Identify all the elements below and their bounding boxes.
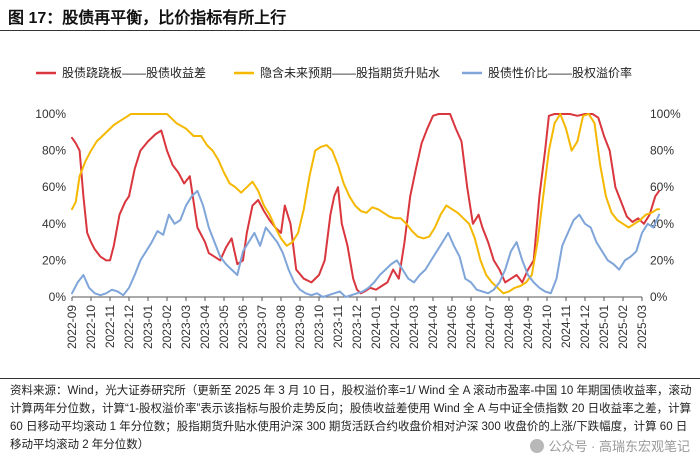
y-tick-label-left: 0% <box>49 290 67 304</box>
x-tick-label: 2023-06 <box>236 305 250 349</box>
x-tick-label: 2024-01 <box>369 305 383 349</box>
x-tick-label: 2022-11 <box>103 305 117 348</box>
y-tick-label-right: 60% <box>650 180 674 194</box>
source-divider <box>0 378 700 379</box>
x-tick-label: 2025-03 <box>635 305 649 349</box>
y-tick-label-left: 20% <box>42 253 66 267</box>
chart-legend: 股债跷跷板——股债收益差 隐含未来预期——股指期货升贴水 股债性价比——股权溢价率 <box>36 65 632 80</box>
y-tick-label-right: 80% <box>650 144 674 158</box>
x-tick-label: 2023-09 <box>293 305 307 349</box>
y-tick-label-right: 40% <box>650 217 674 231</box>
x-tick-label: 2023-05 <box>217 305 231 349</box>
chart-series <box>71 113 661 298</box>
y-tick-label-right: 0% <box>650 290 668 304</box>
x-tick-label: 2023-03 <box>179 305 193 349</box>
chart-axes: 0% 0% 20% 20% 40% 40% 60% 60% 80% 80% 100% 100% 2022… <box>35 107 681 349</box>
x-tick-label: 2024-08 <box>502 305 516 349</box>
x-tick-label: 2023-08 <box>274 305 288 349</box>
title-divider <box>0 30 700 31</box>
y-tick-label-left: 40% <box>42 217 66 231</box>
x-tick-label: 2023-07 <box>255 305 269 349</box>
series-line-2 <box>71 113 661 295</box>
x-tick-label: 2024-06 <box>464 305 478 349</box>
wechat-icon <box>530 438 545 453</box>
x-tick-label: 2022-09 <box>65 305 79 349</box>
y-tick-label-left: 80% <box>42 144 66 158</box>
series-line-1 <box>71 113 661 295</box>
x-tick-label: 2023-10 <box>312 305 326 349</box>
x-tick-label: 2024-10 <box>540 305 554 349</box>
y-tick-label-right: 100% <box>650 107 681 121</box>
line-chart: 股债跷跷板——股债收益差 隐含未来预期——股指期货升贴水 股债性价比——股权溢价率 … <box>35 65 681 349</box>
figure-title: 图 17：股债再平衡，比价指标有所上行 <box>8 10 287 27</box>
x-tick-label: 2022-12 <box>122 305 136 349</box>
watermark-text: 公众号 · 高瑞东宏观笔记 <box>548 439 690 454</box>
y-tick-label-left: 60% <box>42 180 66 194</box>
x-tick-label: 2024-02 <box>388 305 402 349</box>
x-tick-label: 2024-11 <box>559 305 573 348</box>
x-tick-label: 2024-12 <box>578 305 592 349</box>
x-tick-label: 2024-04 <box>426 305 440 349</box>
legend-label-1: 股债跷跷板——股债收益差 <box>62 65 206 80</box>
legend-label-2: 隐含未来预期——股指期货升贴水 <box>260 65 440 80</box>
x-tick-label: 2023-02 <box>160 305 174 349</box>
watermark: 公众号 · 高瑞东宏观笔记 <box>530 436 690 455</box>
x-tick-label: 2023-11 <box>331 305 345 348</box>
x-tick-label: 2024-05 <box>445 305 459 349</box>
x-tick-label: 2023-01 <box>141 305 155 349</box>
x-tick-label: 2024-09 <box>521 305 535 349</box>
x-tick-label: 2025-01 <box>597 305 611 349</box>
x-tick-label: 2024-03 <box>407 305 421 349</box>
y-tick-label-left: 100% <box>35 107 66 121</box>
y-tick-label-right: 20% <box>650 253 674 267</box>
source-note: 资料来源：Wind，光大证券研究所（更新至 2025 年 3 月 10 日，股权… <box>10 385 692 451</box>
x-tick-label: 2024-07 <box>483 305 497 349</box>
x-tick-label: 2023-04 <box>198 305 212 349</box>
legend-label-3: 股债性价比——股权溢价率 <box>488 65 632 80</box>
x-tick-label: 2023-12 <box>350 305 364 349</box>
x-tick-label: 2022-10 <box>84 305 98 349</box>
x-tick-label: 2025-02 <box>616 305 630 349</box>
series-line-3 <box>71 189 661 298</box>
